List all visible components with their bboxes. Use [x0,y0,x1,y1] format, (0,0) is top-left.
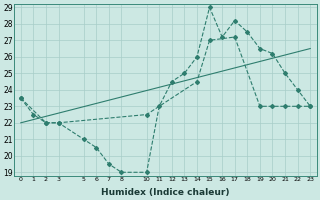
X-axis label: Humidex (Indice chaleur): Humidex (Indice chaleur) [101,188,230,197]
